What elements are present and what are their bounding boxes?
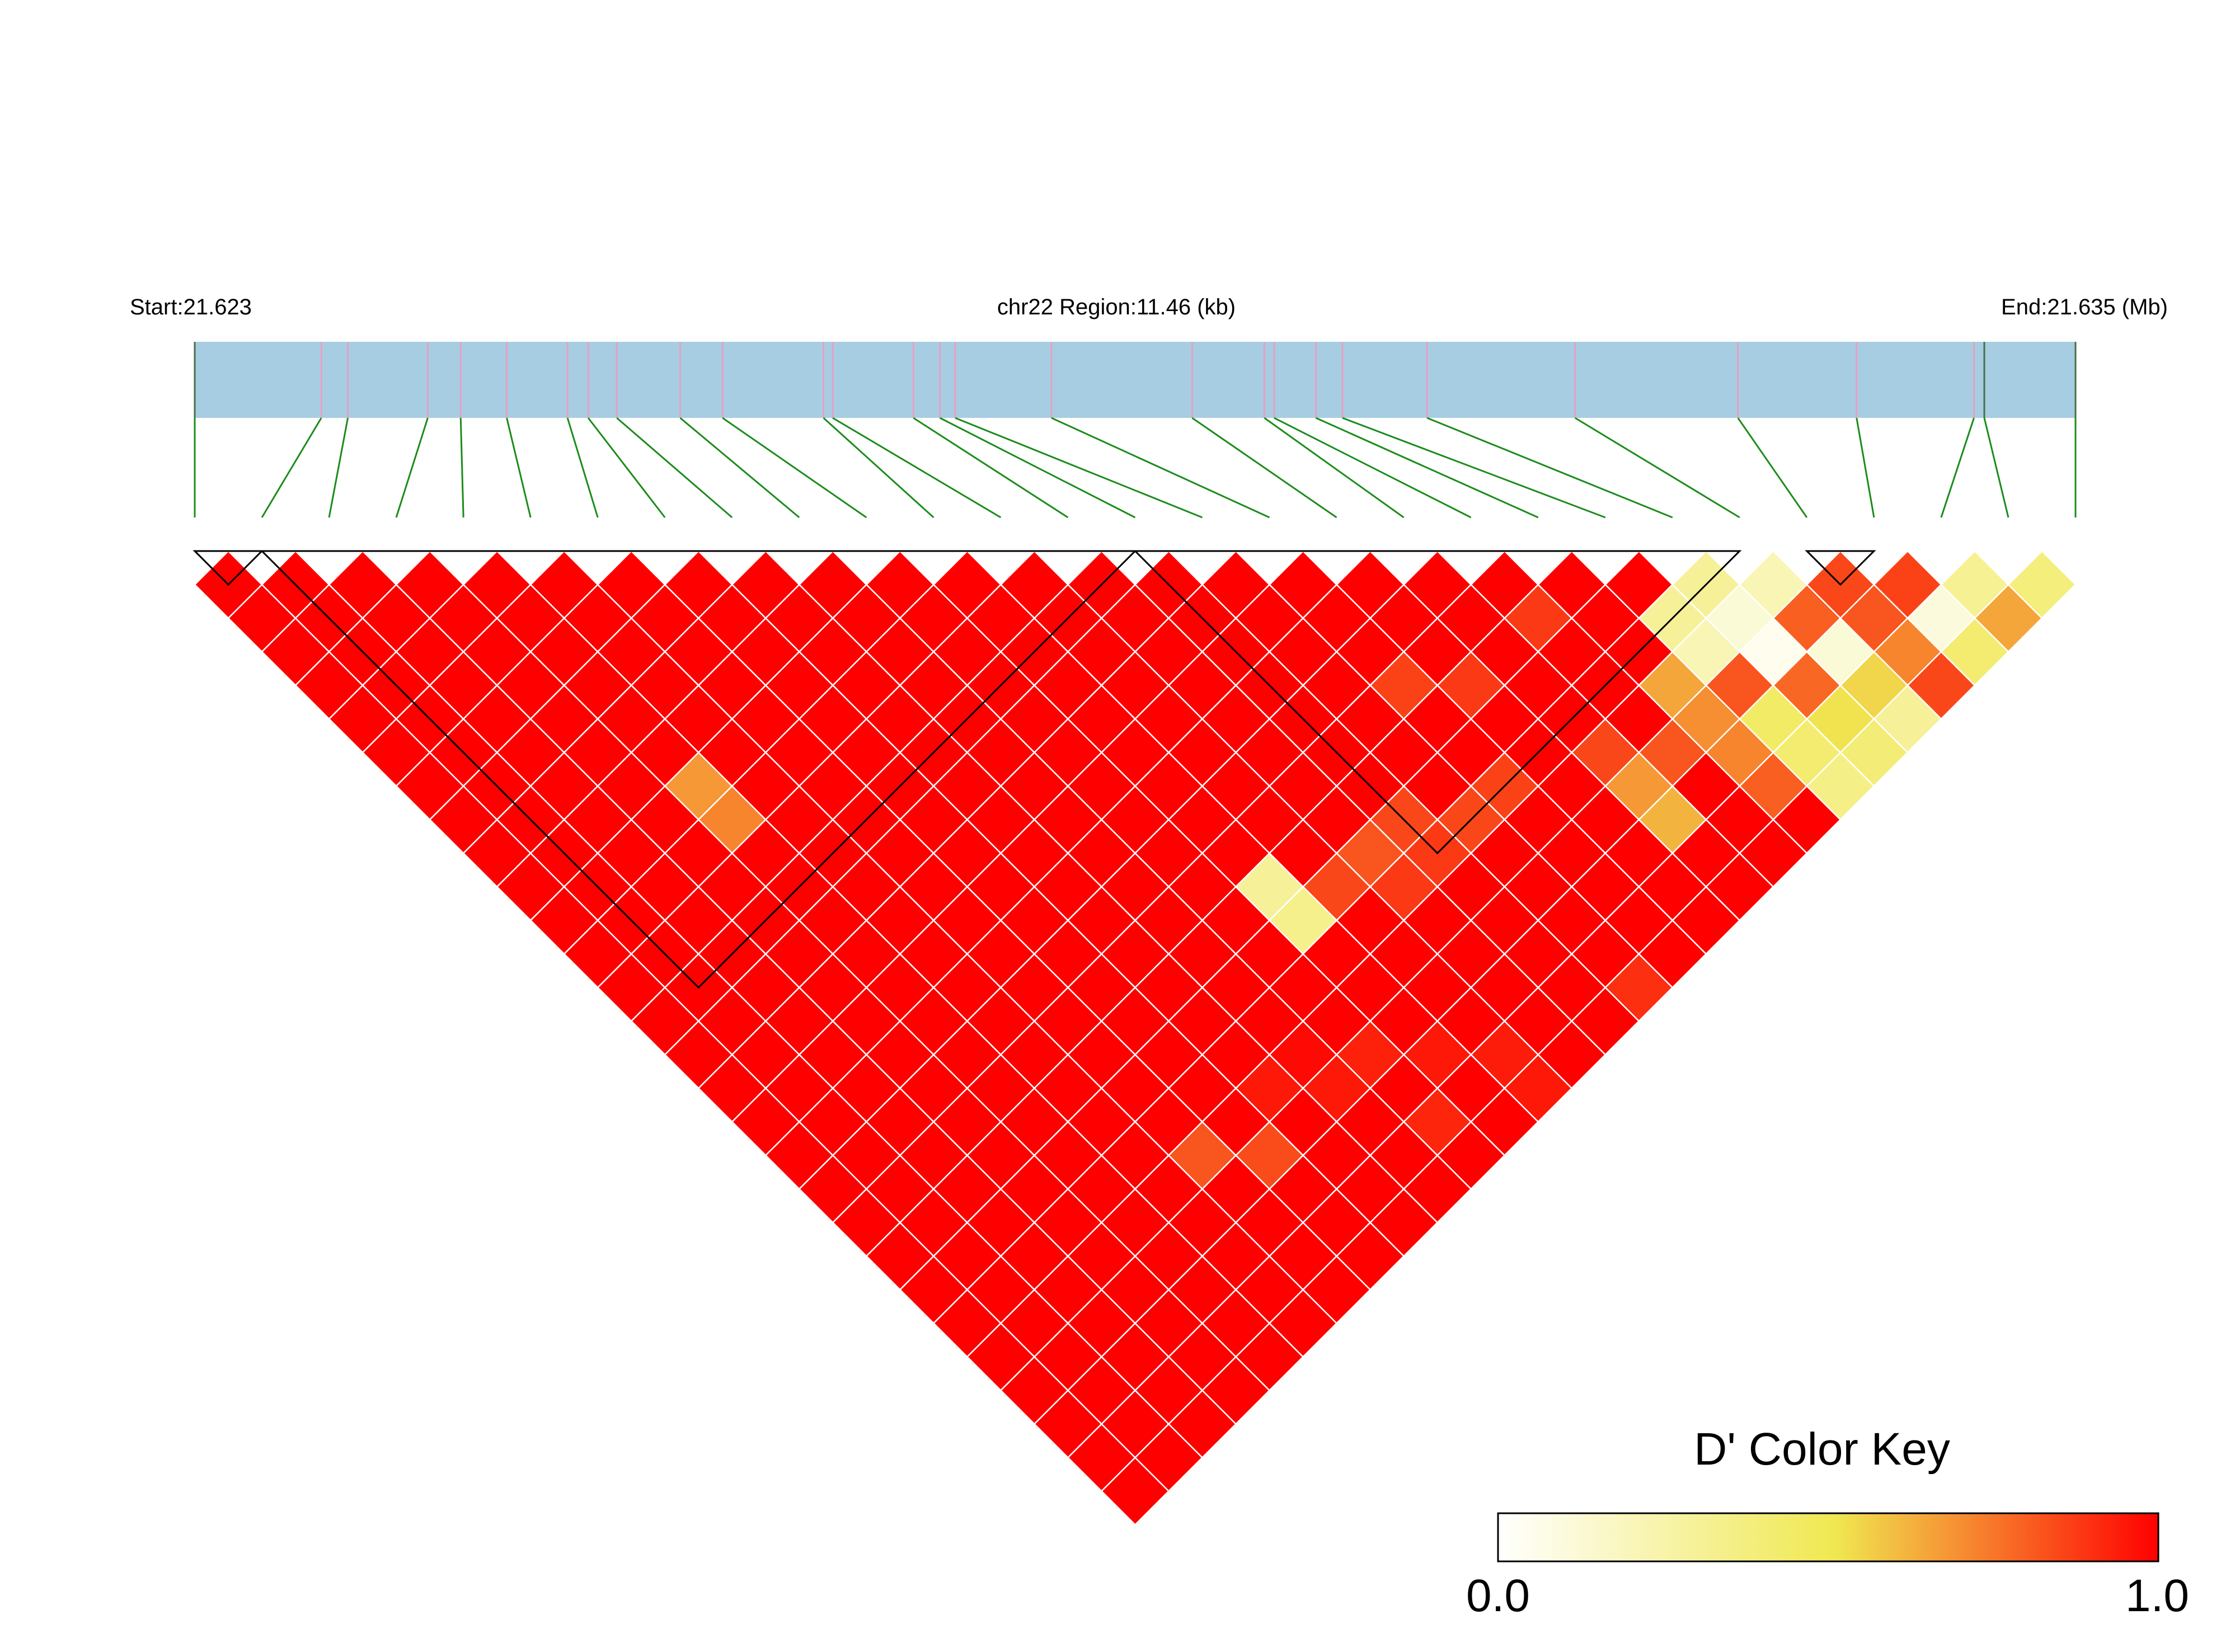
snp-connector-line: [1274, 417, 1472, 519]
snp-connector-line: [261, 417, 322, 518]
color-key-bar: [1497, 1512, 2159, 1562]
snp-connector-line: [1856, 417, 1875, 518]
ld-cell: [2007, 550, 2077, 619]
snp-connector-line: [1737, 417, 1808, 518]
snp-connector-line: [616, 417, 733, 519]
snp-connector-line: [459, 417, 464, 518]
color-key-title: D' Color Key: [1694, 1424, 1950, 1475]
snp-connector-line: [955, 417, 1203, 519]
snp-connector-line: [1983, 417, 2009, 518]
snp-connector-line: [1574, 417, 1740, 519]
region-start-label: Start:21.623: [130, 295, 252, 319]
snp-connector-line: [566, 417, 599, 518]
snp-connector-line: [328, 417, 349, 518]
color-key-min-label: 0.0: [1466, 1570, 1530, 1621]
snp-connector-line: [506, 417, 532, 518]
snp-connector-line: [395, 417, 429, 518]
color-key-max-label: 1.0: [2125, 1570, 2189, 1621]
region-end-label: End:21.635 (Mb): [2001, 295, 2168, 319]
snp-connector-line: [722, 417, 867, 519]
haplotype-block-outline: [192, 550, 264, 586]
snp-connector-line: [1264, 417, 1405, 519]
haplotype-block-group: [192, 550, 1876, 989]
haplotype-block-outline: [1805, 550, 1876, 586]
snp-tick-group: [194, 342, 2077, 418]
snp-connector-line: [1191, 417, 1337, 519]
region-title: chr22 Region:11.46 (kb): [997, 295, 1236, 319]
snp-connector-line: [1940, 417, 1975, 518]
snp-connector-line: [832, 417, 1002, 519]
snp-connector-line: [1315, 417, 1539, 519]
ld-cell-group: [194, 550, 2077, 1526]
snp-connector-line: [823, 417, 935, 519]
snp-connector-line: [679, 417, 800, 519]
haplotype-block-outline: [1133, 550, 1742, 855]
snp-connector-line: [587, 417, 666, 518]
snp-connector-line: [913, 417, 1069, 519]
snp-connector-line: [1426, 417, 1673, 519]
snp-connector-line: [1342, 417, 1606, 519]
snp-connector-group: [194, 417, 2077, 519]
chromosome-region-bar: [195, 342, 2076, 418]
snp-connector-line: [939, 417, 1136, 519]
snp-connector-line: [1051, 417, 1270, 519]
haplotype-block-outline: [260, 550, 1138, 989]
